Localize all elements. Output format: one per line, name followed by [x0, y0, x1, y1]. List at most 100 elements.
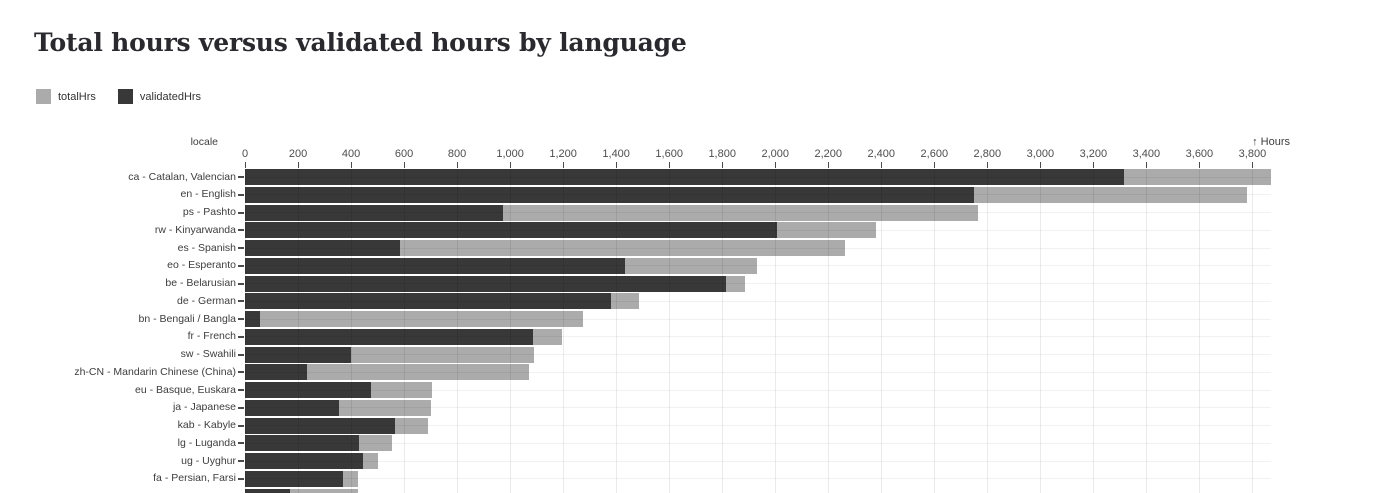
x-tick-label: 1,800: [708, 148, 736, 160]
bar-validatedHrs: [245, 275, 727, 292]
x-tick-label: 2,000: [761, 148, 789, 160]
x-tick-label: 2,400: [867, 148, 896, 160]
x-tick-mark: [403, 162, 405, 168]
legend-swatch-totalHrs: [36, 89, 51, 104]
legend-label-validatedHrs: validatedHrs: [139, 90, 202, 103]
bar-validatedHrs: [245, 311, 260, 327]
gridline-vertical: [1145, 169, 1147, 493]
y-axis-label: kab - Kabyle: [177, 419, 236, 431]
gridline-vertical: [1092, 169, 1094, 493]
x-tick-mark: [933, 162, 935, 168]
y-tick-mark: [238, 300, 244, 303]
bar-validatedHrs: [245, 222, 777, 239]
x-tick-label: 800: [447, 148, 467, 160]
x-tick-label: 600: [394, 148, 414, 160]
bar-validatedHrs: [245, 399, 340, 416]
y-tick-mark: [238, 282, 244, 285]
y-tick-mark: [238, 264, 244, 267]
y-axis-label: lg - Luganda: [177, 436, 236, 449]
x-tick-label: 3,600: [1185, 148, 1214, 160]
gridline-horizontal: [245, 478, 1271, 480]
x-tick-mark: [721, 162, 723, 168]
legend-swatch-validatedHrs: [117, 89, 133, 104]
y-tick-mark: [238, 229, 244, 232]
x-tick-label: 2,600: [920, 148, 949, 160]
x-tick-label: 2,200: [814, 148, 843, 160]
x-tick-label: 0: [241, 148, 249, 160]
x-tick-mark: [615, 162, 617, 168]
y-axis-label: de - German: [177, 294, 236, 307]
x-tick-label: 400: [341, 148, 361, 160]
x-tick-label: 1,200: [549, 148, 577, 160]
x-tick-mark: [509, 162, 511, 168]
bar-totalHrs: [245, 488, 358, 493]
plot-area: [244, 169, 1271, 493]
y-tick-mark: [238, 424, 244, 427]
x-tick-mark: [1198, 162, 1200, 168]
y-axis-label: es - Spanish: [177, 241, 236, 254]
x-tick-mark: [986, 162, 988, 168]
x-tick-label: 1,400: [602, 148, 630, 160]
x-tick-label: 2,800: [973, 148, 1002, 160]
x-tick-mark: [668, 162, 670, 168]
y-tick-mark: [238, 460, 244, 462]
bar-validatedHrs: [245, 169, 1124, 185]
x-tick-label: 3,400: [1132, 148, 1161, 160]
gridline-horizontal: [245, 442, 1271, 444]
y-axis-label: be - Belarusian: [165, 277, 236, 289]
bar-validatedHrs: [245, 293, 611, 310]
bar-validatedHrs: [245, 328, 533, 345]
bar-validatedHrs: [245, 470, 344, 487]
y-axis-label: ps - Pashto: [182, 206, 236, 218]
chart-title: Total hours versus validated hours by la…: [34, 28, 687, 57]
x-tick-mark: [880, 162, 882, 168]
x-tick-mark: [297, 162, 299, 168]
x-tick-mark: [774, 162, 776, 168]
y-tick-mark: [238, 442, 244, 445]
bar-totalHrs: [245, 311, 584, 327]
legend-label-totalHrs: totalHrs: [58, 90, 96, 103]
y-axis-label: rw - Kinyarwanda: [154, 223, 236, 236]
gridline-vertical: [1251, 169, 1253, 493]
legend: totalHrs validatedHrs: [36, 89, 201, 104]
y-tick-mark: [238, 318, 244, 320]
y-axis-label: zh-CN - Mandarin Chinese (China): [74, 365, 236, 378]
gridline-vertical: [1198, 169, 1200, 493]
bar-validatedHrs: [245, 186, 975, 203]
y-axis-label: bn - Bengali / Bangla: [138, 312, 236, 325]
bar-validatedHrs: [245, 240, 401, 256]
x-tick-mark: [456, 162, 458, 168]
x-tick-mark: [1145, 162, 1147, 168]
y-axis-label: fr - French: [187, 330, 236, 343]
y-axis-label: fa - Persian, Farsi: [153, 472, 236, 485]
bar-validatedHrs: [245, 453, 363, 469]
x-tick-label: 3,200: [1079, 148, 1108, 160]
bar-validatedHrs: [245, 346, 352, 363]
gridline-vertical: [1039, 169, 1041, 493]
legend-item-totalHrs: totalHrs: [36, 89, 96, 104]
y-tick-mark: [238, 193, 244, 196]
bar-validatedHrs: [245, 204, 504, 221]
y-axis-label: ug - Uyghur: [181, 454, 236, 467]
gridline-vertical: [986, 169, 988, 493]
legend-item-validatedHrs: validatedHrs: [117, 89, 202, 104]
x-tick-mark: [1251, 162, 1253, 168]
y-axis-label: eu - Basque, Euskara: [135, 383, 236, 396]
bar-validatedHrs: [245, 364, 308, 381]
x-tick-mark: [1039, 162, 1041, 168]
bar-validatedHrs: [245, 382, 371, 398]
y-tick-mark: [238, 353, 244, 356]
y-axis-label: eo - Esperanto: [167, 259, 236, 272]
x-tick-label: 1,600: [655, 148, 683, 160]
y-tick-mark: [238, 211, 244, 214]
x-axis-title: ↑ Hours: [1252, 136, 1290, 148]
bar-validatedHrs: [245, 417, 395, 434]
x-tick-mark: [562, 162, 564, 168]
x-tick-label: 200: [288, 148, 308, 160]
x-tick-mark: [350, 162, 352, 168]
y-tick-mark: [238, 406, 244, 409]
y-tick-mark: [238, 247, 244, 249]
x-tick-label: 3,800: [1238, 148, 1267, 160]
bar-validatedHrs: [245, 488, 291, 493]
